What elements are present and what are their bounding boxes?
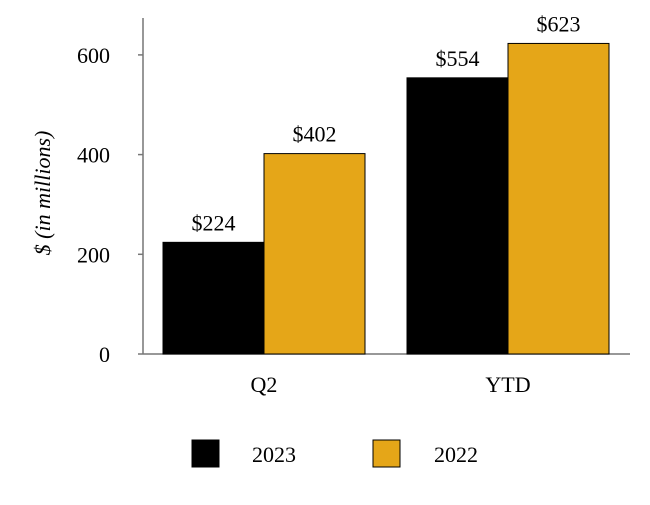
bar-2022-YTD — [507, 42, 610, 355]
y-axis-title: $ (in millions) — [30, 131, 55, 256]
bar-2023-Q2 — [162, 241, 265, 355]
data-label: $402 — [293, 122, 337, 147]
y-tick-label: 200 — [77, 242, 110, 267]
y-tick-label: 0 — [99, 342, 110, 367]
legend-label: 2022 — [434, 442, 478, 467]
y-tick-label: 600 — [77, 43, 110, 68]
data-label: $554 — [436, 46, 480, 71]
bar-2023-YTD — [406, 77, 509, 355]
legend-label: 2023 — [252, 442, 296, 467]
data-label: $224 — [192, 210, 236, 235]
legend-swatch-2023 — [191, 439, 220, 468]
x-category-label: Q2 — [251, 372, 278, 397]
y-tick-label: 400 — [77, 143, 110, 168]
legend-swatch-2022 — [372, 439, 401, 468]
bar-2022-Q2 — [263, 153, 366, 355]
x-category-label: YTD — [485, 372, 530, 397]
data-label: $623 — [537, 11, 581, 36]
